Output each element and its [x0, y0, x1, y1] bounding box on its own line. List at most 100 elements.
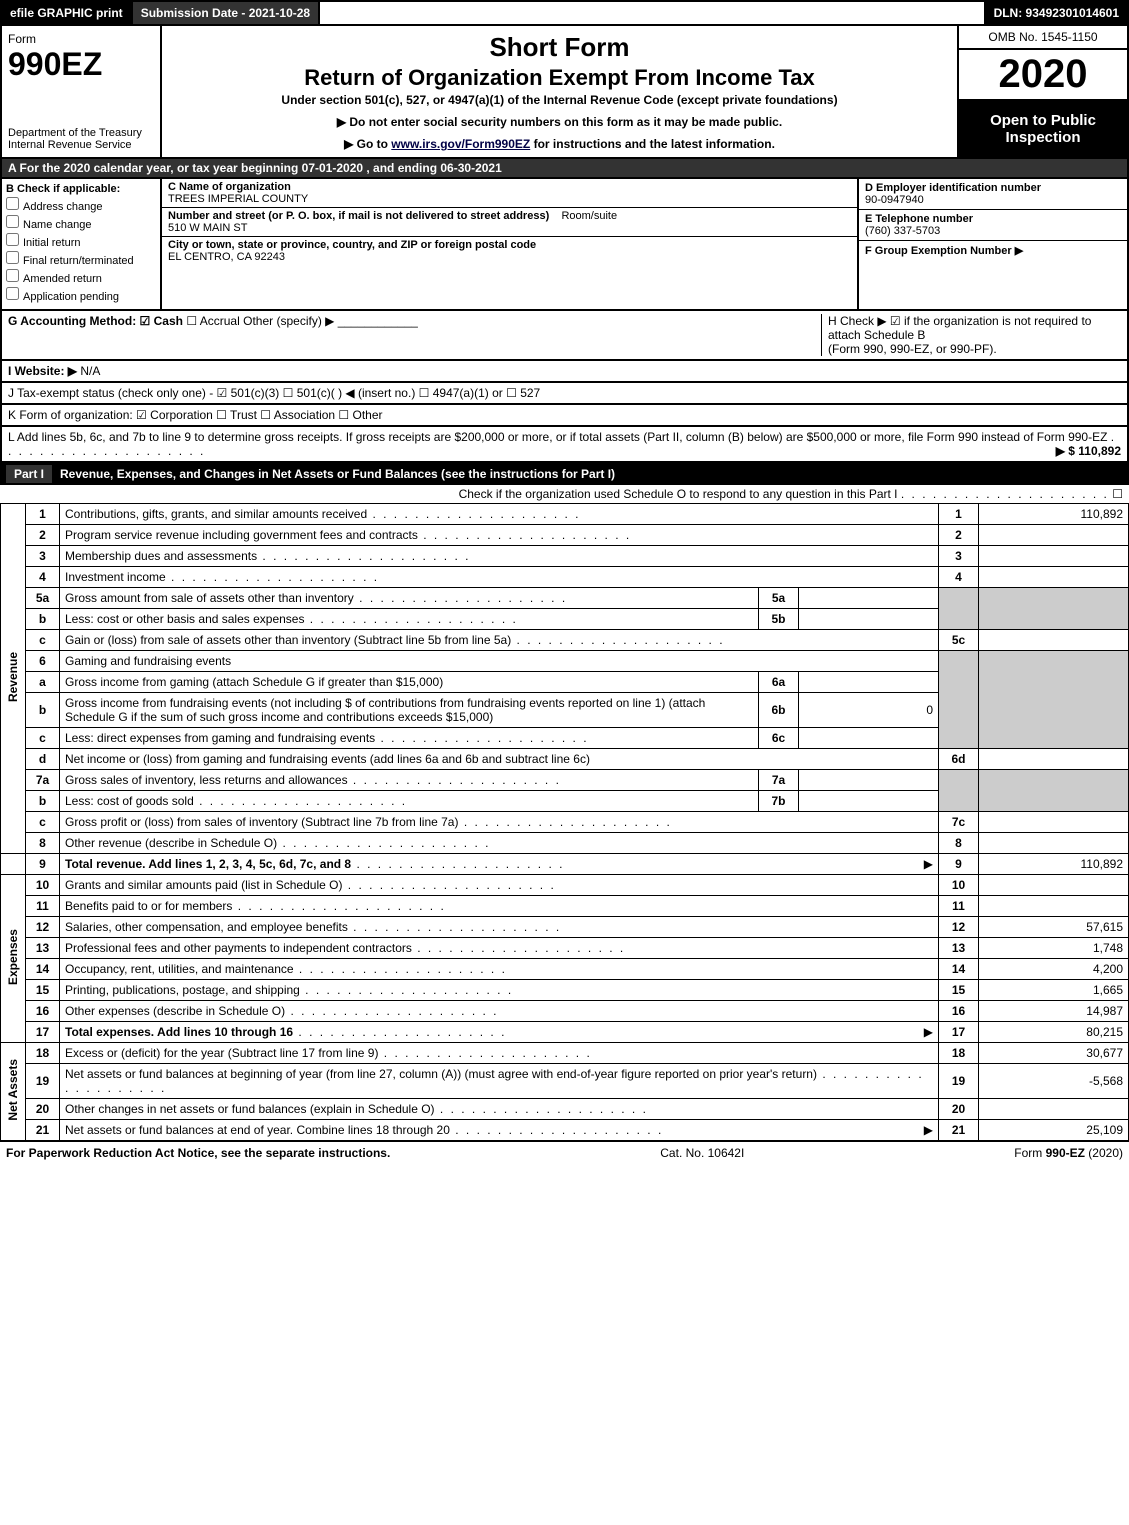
l17-desc: Total expenses. Add lines 10 through 16 …	[60, 1022, 939, 1043]
org-city-row: City or town, state or province, country…	[162, 237, 857, 265]
l6c-num: c	[26, 728, 60, 749]
l16-amt: 14,987	[979, 1001, 1129, 1022]
form-header: Form 990EZ Department of the Treasury In…	[0, 26, 1129, 159]
l12-num: 12	[26, 917, 60, 938]
l13-desc: Professional fees and other payments to …	[60, 938, 939, 959]
l13-num: 13	[26, 938, 60, 959]
l4-amt	[979, 567, 1129, 588]
row-j: J Tax-exempt status (check only one) - ☑…	[0, 383, 1129, 405]
chk-amended-return[interactable]: Amended return	[6, 269, 156, 285]
l16-num: 16	[26, 1001, 60, 1022]
l6d-amt	[979, 749, 1129, 770]
l13-amt: 1,748	[979, 938, 1129, 959]
l7a-sv	[799, 770, 939, 791]
org-name: TREES IMPERIAL COUNTY	[168, 193, 851, 205]
l6a-num: a	[26, 672, 60, 693]
l7c-amt	[979, 812, 1129, 833]
l19-desc: Net assets or fund balances at beginning…	[60, 1064, 939, 1099]
tax-year: 2020	[959, 50, 1127, 101]
l7ab-grey-amt	[979, 770, 1129, 812]
l7a-sb: 7a	[759, 770, 799, 791]
efile-print-button[interactable]: efile GRAPHIC print	[2, 2, 133, 24]
l10-amt	[979, 875, 1129, 896]
l14-num: 14	[26, 959, 60, 980]
l14-desc: Occupancy, rent, utilities, and maintena…	[60, 959, 939, 980]
group-exemption-label: F Group Exemption Number ▶	[865, 244, 1121, 257]
l6a-sb: 6a	[759, 672, 799, 693]
l2-num: 2	[26, 525, 60, 546]
irs-link[interactable]: www.irs.gov/Form990EZ	[391, 137, 530, 151]
l6-grey	[939, 651, 979, 749]
l17-arrow: ▶	[924, 1025, 933, 1039]
website-label: I Website: ▶	[8, 364, 77, 378]
footer-right: Form 990-EZ (2020)	[1014, 1146, 1123, 1160]
goto-pre: ▶ Go to	[344, 137, 391, 151]
l21-col: 21	[939, 1120, 979, 1141]
chk-application-pending[interactable]: Application pending	[6, 287, 156, 303]
chk-address-change[interactable]: Address change	[6, 197, 156, 213]
l19-num: 19	[26, 1064, 60, 1099]
row-g: G Accounting Method: ☑ Cash ☐ Accrual Ot…	[8, 314, 821, 356]
goto-line: ▶ Go to www.irs.gov/Form990EZ for instru…	[170, 137, 949, 151]
col-b-header: B Check if applicable:	[6, 183, 156, 195]
info-block: B Check if applicable: Address change Na…	[0, 179, 1129, 311]
l20-desc: Other changes in net assets or fund bala…	[60, 1099, 939, 1120]
l21-arrow: ▶	[924, 1123, 933, 1137]
ein-row: D Employer identification number 90-0947…	[859, 179, 1127, 210]
l10-col: 10	[939, 875, 979, 896]
part1-title: Revenue, Expenses, and Changes in Net As…	[60, 467, 615, 481]
l6b-sb: 6b	[759, 693, 799, 728]
l7c-num: c	[26, 812, 60, 833]
l20-col: 20	[939, 1099, 979, 1120]
l1-num: 1	[26, 504, 60, 525]
chk-name-change[interactable]: Name change	[6, 215, 156, 231]
row-l-amount: ▶ $ 110,892	[1056, 444, 1121, 458]
l17-num: 17	[26, 1022, 60, 1043]
l8-col: 8	[939, 833, 979, 854]
l7b-sv	[799, 791, 939, 812]
l5b-desc: Less: cost or other basis and sales expe…	[60, 609, 759, 630]
l5a-sv	[799, 588, 939, 609]
l21-desc: Net assets or fund balances at end of ye…	[60, 1120, 939, 1141]
l6c-sb: 6c	[759, 728, 799, 749]
l11-col: 11	[939, 896, 979, 917]
warning-ssn: ▶ Do not enter social security numbers o…	[170, 115, 949, 129]
l15-desc: Printing, publications, postage, and shi…	[60, 980, 939, 1001]
city-label: City or town, state or province, country…	[168, 239, 851, 251]
ein-value: 90-0947940	[865, 194, 1121, 206]
l6b-desc: Gross income from fundraising events (no…	[60, 693, 759, 728]
l11-amt	[979, 896, 1129, 917]
ein-label: D Employer identification number	[865, 182, 1121, 194]
org-name-row: C Name of organization TREES IMPERIAL CO…	[162, 179, 857, 208]
l7a-desc: Gross sales of inventory, less returns a…	[60, 770, 759, 791]
l3-amt	[979, 546, 1129, 567]
goto-post: for instructions and the latest informat…	[534, 137, 775, 151]
form-word: Form	[8, 32, 154, 46]
form-number: 990EZ	[8, 46, 154, 83]
l11-num: 11	[26, 896, 60, 917]
tel-value: (760) 337-5703	[865, 225, 1121, 237]
l5c-amt	[979, 630, 1129, 651]
expenses-section-label: Expenses	[1, 875, 26, 1043]
short-form-title: Short Form	[170, 32, 949, 63]
l7a-num: 7a	[26, 770, 60, 791]
l7b-num: b	[26, 791, 60, 812]
chk-initial-return[interactable]: Initial return	[6, 233, 156, 249]
l3-num: 3	[26, 546, 60, 567]
l4-desc: Investment income	[60, 567, 939, 588]
accounting-label: G Accounting Method:	[8, 314, 136, 328]
addr-label: Number and street (or P. O. box, if mail…	[168, 210, 549, 222]
l9-col: 9	[939, 854, 979, 875]
l19-col: 19	[939, 1064, 979, 1099]
lines-table: Revenue 1 Contributions, gifts, grants, …	[0, 503, 1129, 1141]
l6a-desc: Gross income from gaming (attach Schedul…	[60, 672, 759, 693]
omb-number: OMB No. 1545-1150	[959, 26, 1127, 50]
revenue-section-label: Revenue	[1, 504, 26, 854]
l9-arrow: ▶	[924, 857, 933, 871]
l4-num: 4	[26, 567, 60, 588]
form-id-block: Form 990EZ Department of the Treasury In…	[2, 26, 162, 157]
rev-spacer	[1, 854, 26, 875]
chk-final-return[interactable]: Final return/terminated	[6, 251, 156, 267]
l12-col: 12	[939, 917, 979, 938]
l19-amt: -5,568	[979, 1064, 1129, 1099]
